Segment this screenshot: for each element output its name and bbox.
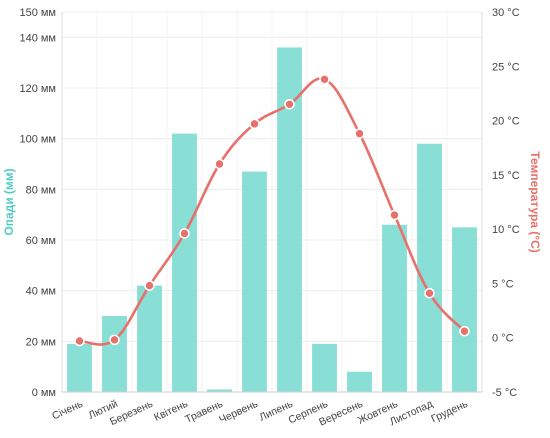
temperature-point-9 [354, 128, 365, 139]
line-series [74, 74, 470, 347]
y-left-tick-label: 140 мм [19, 32, 56, 44]
y-right-tick-label: -5 °C [492, 387, 517, 399]
y-left-tick-label: 0 мм [32, 387, 56, 399]
y-left-tick-label: 60 мм [26, 235, 56, 247]
bar-1 [67, 343, 92, 392]
x-tick-label: Травень [183, 398, 225, 426]
x-tick-label: Грудень [429, 398, 470, 426]
bar-6 [242, 171, 267, 392]
temperature-point-4 [179, 228, 190, 239]
y-left-axis-title: Опади (мм) [2, 168, 16, 235]
y-right-tick-label: 20 °C [492, 116, 520, 128]
bar-5 [207, 389, 232, 392]
y-right-tick-label: 25 °C [492, 61, 520, 73]
bar-11 [417, 143, 442, 392]
y-left-tick-label: 120 мм [19, 83, 56, 95]
bar-10 [382, 224, 407, 392]
bar-2 [102, 316, 127, 392]
x-tick-label: Січень [50, 398, 85, 423]
axes: 0 мм 20 мм 40 мм 60 мм 80 мм 100 мм 120 мм 140 … [19, 7, 519, 429]
y-right-tick-label: 5 °C [492, 278, 514, 290]
temperature-point-7 [284, 98, 295, 110]
bar-12 [452, 227, 477, 392]
bar-9 [347, 371, 372, 392]
y-left-tick-label: 100 мм [19, 134, 56, 146]
y-left-tick-label: 80 мм [26, 184, 56, 196]
temperature-point-6 [249, 118, 260, 130]
bar-series [67, 47, 477, 392]
temperature-point-8 [319, 74, 330, 85]
temperature-point-11 [424, 287, 435, 299]
bar-4 [172, 133, 197, 392]
x-tick-label: Квітень [152, 398, 190, 424]
bar-8 [312, 343, 337, 392]
y-right-tick-label: 30 °C [492, 7, 520, 19]
y-left-tick-label: 40 мм [26, 286, 56, 298]
y-right-tick-label: 0 °C [492, 333, 514, 345]
temperature-point-3 [144, 280, 155, 291]
y-left-tick-label: 20 мм [26, 336, 56, 348]
temperature-point-5 [214, 158, 225, 170]
y-right-tick-label: 10 °C [492, 224, 520, 236]
y-right-axis-title: Температура (°C) [528, 151, 542, 253]
bar-3 [137, 285, 162, 392]
temperature-point-12 [459, 325, 470, 337]
temperature-point-10 [389, 209, 400, 221]
y-right-tick-label: 15 °C [492, 170, 520, 182]
y-left-tick-label: 150 мм [19, 7, 56, 19]
temperature-point-1 [74, 335, 85, 347]
x-tick-label: Червень [217, 398, 260, 427]
temperature-point-2 [109, 334, 120, 346]
